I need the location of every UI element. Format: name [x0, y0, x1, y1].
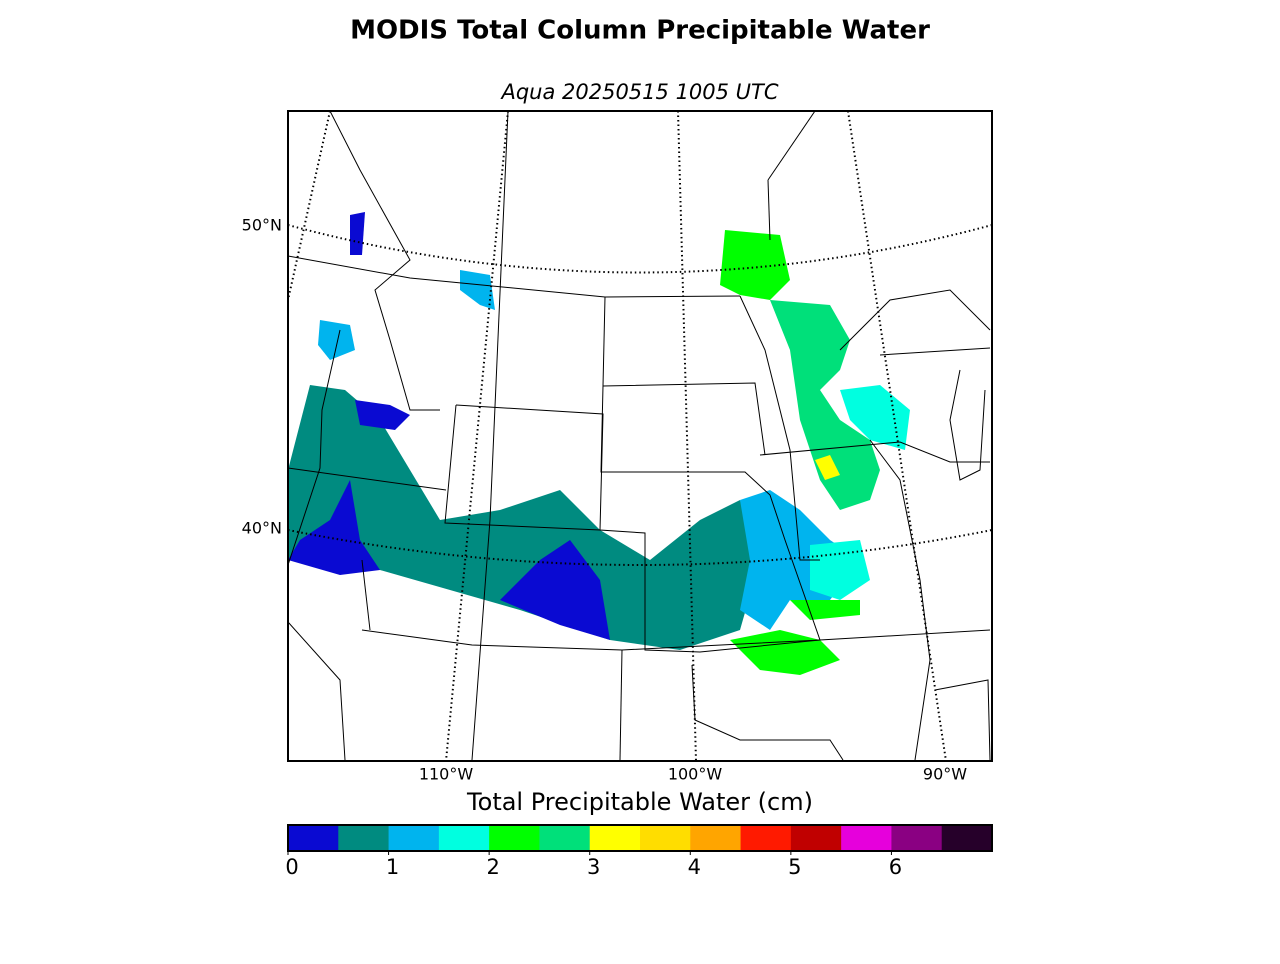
colorbar-tick-label: 1 — [386, 855, 399, 879]
colorbar-tick-label: 2 — [486, 855, 499, 879]
state-borders — [288, 111, 991, 761]
precip-area — [288, 480, 380, 575]
colorbar-tick-label: 0 — [285, 855, 298, 879]
precip-area — [355, 400, 410, 430]
map-frame — [287, 110, 993, 762]
precip-area — [810, 540, 870, 600]
colorbar-segment — [891, 825, 943, 851]
colorbar-segment — [489, 825, 540, 851]
colorbar-segment — [589, 825, 641, 851]
colorbar-segment — [690, 825, 742, 851]
colorbar: 0 1 2 3 4 5 6 — [285, 824, 993, 879]
colorbar-tick-label: 3 — [587, 855, 600, 879]
subtitle: Aqua 20250515 1005 UTC — [499, 80, 778, 104]
precip-area — [730, 630, 840, 675]
colorbar-segment — [288, 825, 339, 851]
precip-area — [790, 600, 860, 620]
colorbar-segment — [841, 825, 892, 851]
precip-area — [720, 230, 790, 300]
colorbar-tick-label: 4 — [688, 855, 701, 879]
precip-area — [350, 212, 365, 255]
colorbar-tick-label: 6 — [889, 855, 902, 879]
colorbar-segment — [438, 825, 490, 851]
map: 50°N 40°N 110°W 100°W 90°W — [242, 110, 993, 784]
precip-area — [770, 300, 880, 510]
precip-area — [500, 540, 610, 640]
precip-field — [288, 212, 910, 675]
colorbar-segment — [941, 825, 993, 851]
lon-label: 100°W — [668, 765, 723, 784]
colorbar-segment — [640, 825, 691, 851]
title: MODIS Total Column Precipitable Water — [350, 16, 930, 46]
colorbar-segment — [388, 825, 440, 851]
colorbar-label: Total Precipitable Water (cm) — [466, 788, 813, 816]
precip-area — [460, 270, 495, 310]
lon-label: 110°W — [419, 765, 474, 784]
precip-area — [318, 320, 355, 360]
lat-label: 40°N — [242, 519, 282, 538]
lat-label: 50°N — [242, 216, 282, 235]
precip-area — [815, 455, 840, 480]
colorbar-frame — [287, 824, 993, 852]
colorbar-segment — [338, 825, 390, 851]
lon-label: 90°W — [923, 765, 967, 784]
colorbar-tick-label: 5 — [788, 855, 801, 879]
colorbar-segment — [539, 825, 591, 851]
colorbar-segment — [740, 825, 792, 851]
precip-area — [288, 385, 760, 650]
colorbar-segment — [790, 825, 842, 851]
graticule — [288, 111, 992, 761]
